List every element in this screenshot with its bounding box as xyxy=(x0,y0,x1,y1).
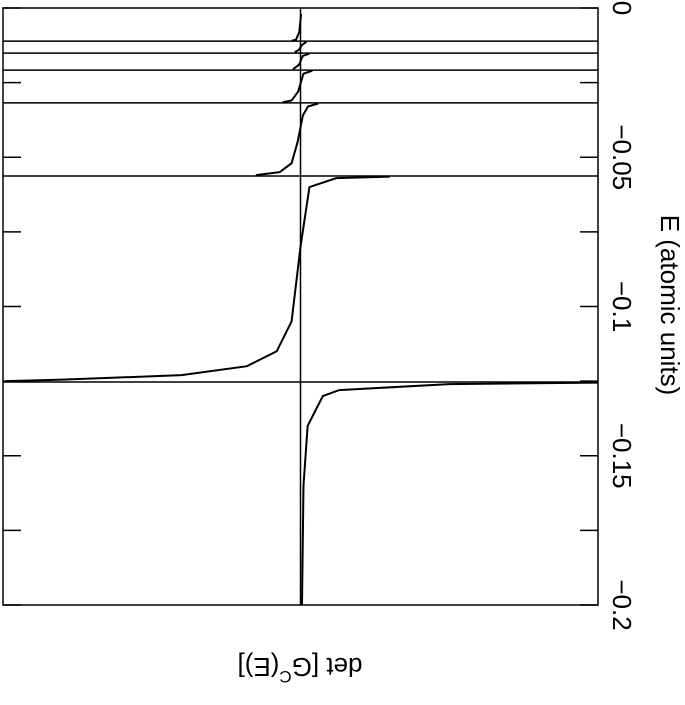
x-tick-label: −0.1 xyxy=(607,281,637,332)
x-axis-label: E (atomic units) xyxy=(655,215,685,396)
y-label-sup: C xyxy=(279,667,291,686)
curve xyxy=(5,13,599,606)
y-label-part: (E)] xyxy=(238,652,280,682)
x-tick-label: 0 xyxy=(607,1,637,15)
y-axis-label: det [GC(E)] xyxy=(238,652,363,685)
x-tick-label: −0.05 xyxy=(607,124,637,190)
x-tick-label: −0.15 xyxy=(607,423,637,489)
y-label-part: det [G xyxy=(292,652,363,682)
x-tick-label: −0.2 xyxy=(607,579,637,630)
